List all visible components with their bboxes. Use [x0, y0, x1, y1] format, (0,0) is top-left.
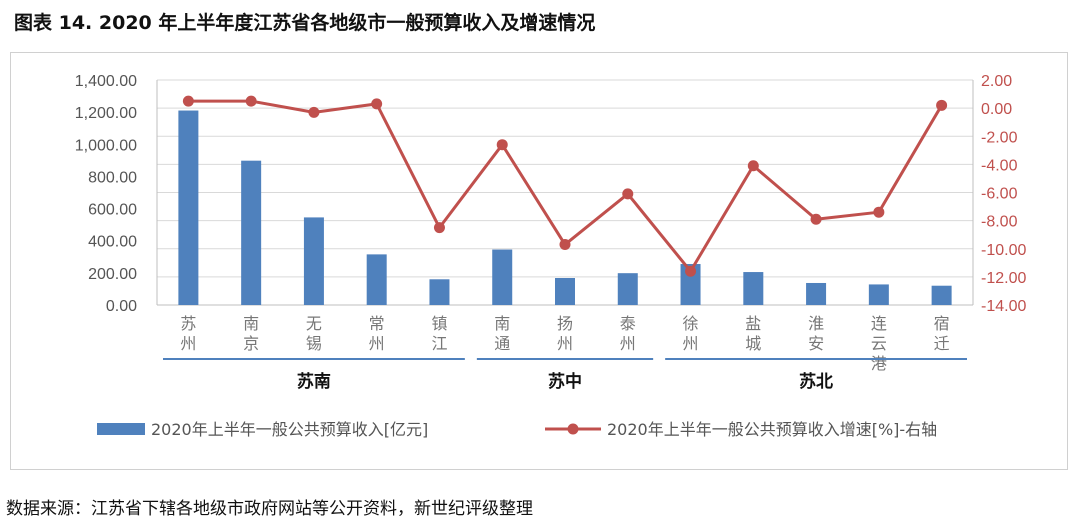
- growth-point: [371, 98, 383, 110]
- bar: [868, 284, 889, 305]
- category-label: 连: [871, 314, 887, 333]
- category-label: 常: [369, 314, 385, 333]
- y-right-tick-label: -10.00: [981, 242, 1026, 259]
- category-label: 城: [745, 334, 761, 353]
- group-label: 苏中: [548, 371, 582, 392]
- category-label: 南: [243, 314, 259, 333]
- category-label: 京: [243, 334, 259, 353]
- bar: [931, 285, 952, 305]
- group-label: 苏北: [799, 371, 833, 392]
- category-label: 徐: [683, 314, 699, 333]
- growth-point: [810, 213, 822, 225]
- legend-bar-swatch: [97, 423, 145, 435]
- y-left-tick-label: 200.00: [88, 266, 137, 283]
- chart-frame: -14.00 -12.00 -10.00 -8.00 -6.00 -4.00 -2.00 0.…: [10, 52, 1068, 470]
- category-label: 港: [871, 354, 887, 373]
- y-right-tick-label: -12.00: [981, 270, 1026, 287]
- bar: [303, 217, 324, 305]
- category-label: 锡: [306, 334, 322, 353]
- category-label: 州: [180, 334, 196, 353]
- y-right-tick-label: -14.00: [981, 298, 1026, 315]
- y-right-tick-label: -4.00: [981, 157, 1018, 174]
- category-label: 迁: [934, 334, 950, 353]
- legend-line-marker: [567, 423, 579, 435]
- growth-point: [936, 99, 948, 111]
- legend-line-label: 2020年上半年一般公共预算收入增速[%]-右轴: [607, 420, 937, 439]
- category-label: 宿: [934, 314, 950, 333]
- category-label: 南: [494, 314, 510, 333]
- growth-point: [685, 265, 697, 277]
- bar: [178, 110, 199, 306]
- category-label: 盐: [745, 314, 761, 333]
- y-right-tick-label: 0.00: [981, 101, 1012, 118]
- bar: [555, 278, 575, 305]
- y-right-tick-label: -8.00: [981, 214, 1018, 231]
- source-note: 数据来源：江苏省下辖各地级市政府网站等公开资料，新世纪评级整理: [6, 499, 533, 519]
- y-left-tick-label: 800.00: [88, 169, 137, 186]
- growth-point: [496, 139, 508, 151]
- category-label: 苏: [180, 314, 196, 333]
- y-left-tick-label: 1,400.00: [75, 73, 137, 90]
- growth-point: [622, 188, 634, 200]
- bar: [617, 273, 638, 305]
- bar: [366, 254, 387, 305]
- category-label: 无: [306, 314, 322, 333]
- category-label: 州: [369, 334, 385, 353]
- growth-point: [873, 206, 885, 218]
- category-label: 淮: [808, 314, 824, 333]
- bar: [492, 249, 513, 305]
- bar: [241, 160, 262, 305]
- category-label: 云: [871, 334, 887, 353]
- growth-point: [308, 106, 320, 118]
- chart-title: 图表 14. 2020 年上半年度江苏省各地级市一般预算收入及增速情况: [14, 12, 596, 34]
- category-label: 州: [683, 334, 699, 353]
- category-label: 通: [494, 334, 510, 353]
- category-label: 镇: [431, 314, 447, 333]
- y-right-tick-label: -6.00: [981, 186, 1018, 203]
- category-label: 州: [620, 334, 636, 353]
- growth-point: [245, 95, 257, 107]
- bar: [680, 264, 701, 305]
- growth-point: [559, 239, 571, 251]
- group-label: 苏南: [297, 371, 331, 392]
- category-label: 安: [808, 334, 824, 353]
- category-label: 州: [557, 334, 573, 353]
- legend-bar-label: 2020年上半年一般公共预算收入[亿元]: [151, 420, 428, 439]
- category-label: 扬: [557, 314, 573, 333]
- y-left-tick-label: 400.00: [88, 234, 137, 251]
- bar: [743, 272, 764, 305]
- growth-point: [747, 160, 759, 172]
- growth-point: [433, 222, 445, 234]
- y-left-tick-label: 1,000.00: [75, 137, 137, 154]
- growth-point: [182, 95, 194, 107]
- y-right-tick-label: 2.00: [981, 73, 1012, 90]
- category-label: 江: [431, 334, 447, 353]
- bar: [429, 279, 450, 305]
- y-left-tick-label: 600.00: [88, 202, 137, 219]
- combo-chart: -14.00 -12.00 -10.00 -8.00 -6.00 -4.00 -2.00 0.…: [75, 73, 1027, 439]
- y-left-tick-label: 0.00: [106, 298, 137, 315]
- y-right-tick-label: -2.00: [981, 129, 1018, 146]
- category-label: 泰: [620, 314, 636, 333]
- y-left-tick-label: 1,200.00: [75, 105, 137, 122]
- bar: [806, 282, 827, 305]
